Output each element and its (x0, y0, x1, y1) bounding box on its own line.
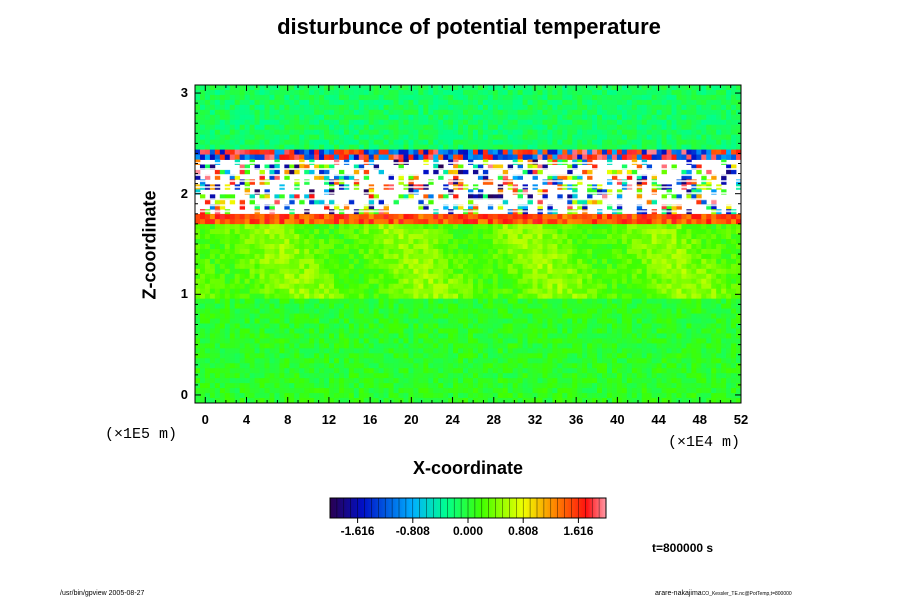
x-tick-label: 20 (404, 412, 419, 427)
x-tick-label: 4 (242, 412, 251, 427)
x-tick-label: 16 (362, 412, 378, 427)
footer-file: CO_Kessler_TE.nc@PotTemp,t=800000 (701, 591, 792, 597)
x-tick-label: 24 (445, 412, 460, 427)
y-tick-label: 3 (180, 85, 188, 101)
x-tick-label: 32 (527, 412, 543, 427)
colorbar-tick-label: 0.000 (452, 524, 484, 538)
colorbar-tick-label: -1.616 (340, 524, 375, 538)
y-tick-label: 2 (180, 185, 188, 201)
x-tick-label: 40 (610, 412, 625, 427)
x-tick-label: 52 (733, 412, 749, 427)
x-tick-label: 36 (568, 412, 584, 427)
footer-left: /usr/bin/gpview 2005-08-27 (60, 590, 145, 597)
y-tick-label: 0 (180, 386, 188, 402)
x-tick-label: 48 (692, 412, 708, 427)
axis-ticks (195, 85, 742, 403)
footer-right: arare-nakajimaCO_Kessler_TE.nc@PotTemp,t… (655, 590, 792, 597)
x-tick-label: 12 (321, 412, 337, 427)
chart-title: disturbunce of potential temperature (277, 14, 661, 39)
colorbar-tick-label: -0.808 (395, 524, 430, 538)
y-axis-label: Z-coordinate (139, 190, 160, 300)
colorbar-tick-label: 1.616 (563, 524, 594, 538)
y-axis-unit: (×1E5 m) (105, 426, 178, 443)
x-axis-label: X-coordinate (412, 458, 523, 478)
heatmap-field (195, 85, 741, 403)
time-label: t=800000 s (652, 541, 714, 555)
y-tick-label: 1 (180, 286, 188, 302)
x-axis-unit: (×1E4 m) (668, 434, 741, 451)
x-tick-label: 0 (201, 412, 209, 427)
colorbar (329, 497, 607, 523)
x-tick-label: 8 (284, 412, 292, 427)
x-tick-label: 28 (486, 412, 501, 427)
footer-user: arare-nakajima (655, 590, 702, 597)
x-tick-label: 44 (651, 412, 666, 427)
colorbar-tick-label: 0.808 (508, 524, 539, 538)
